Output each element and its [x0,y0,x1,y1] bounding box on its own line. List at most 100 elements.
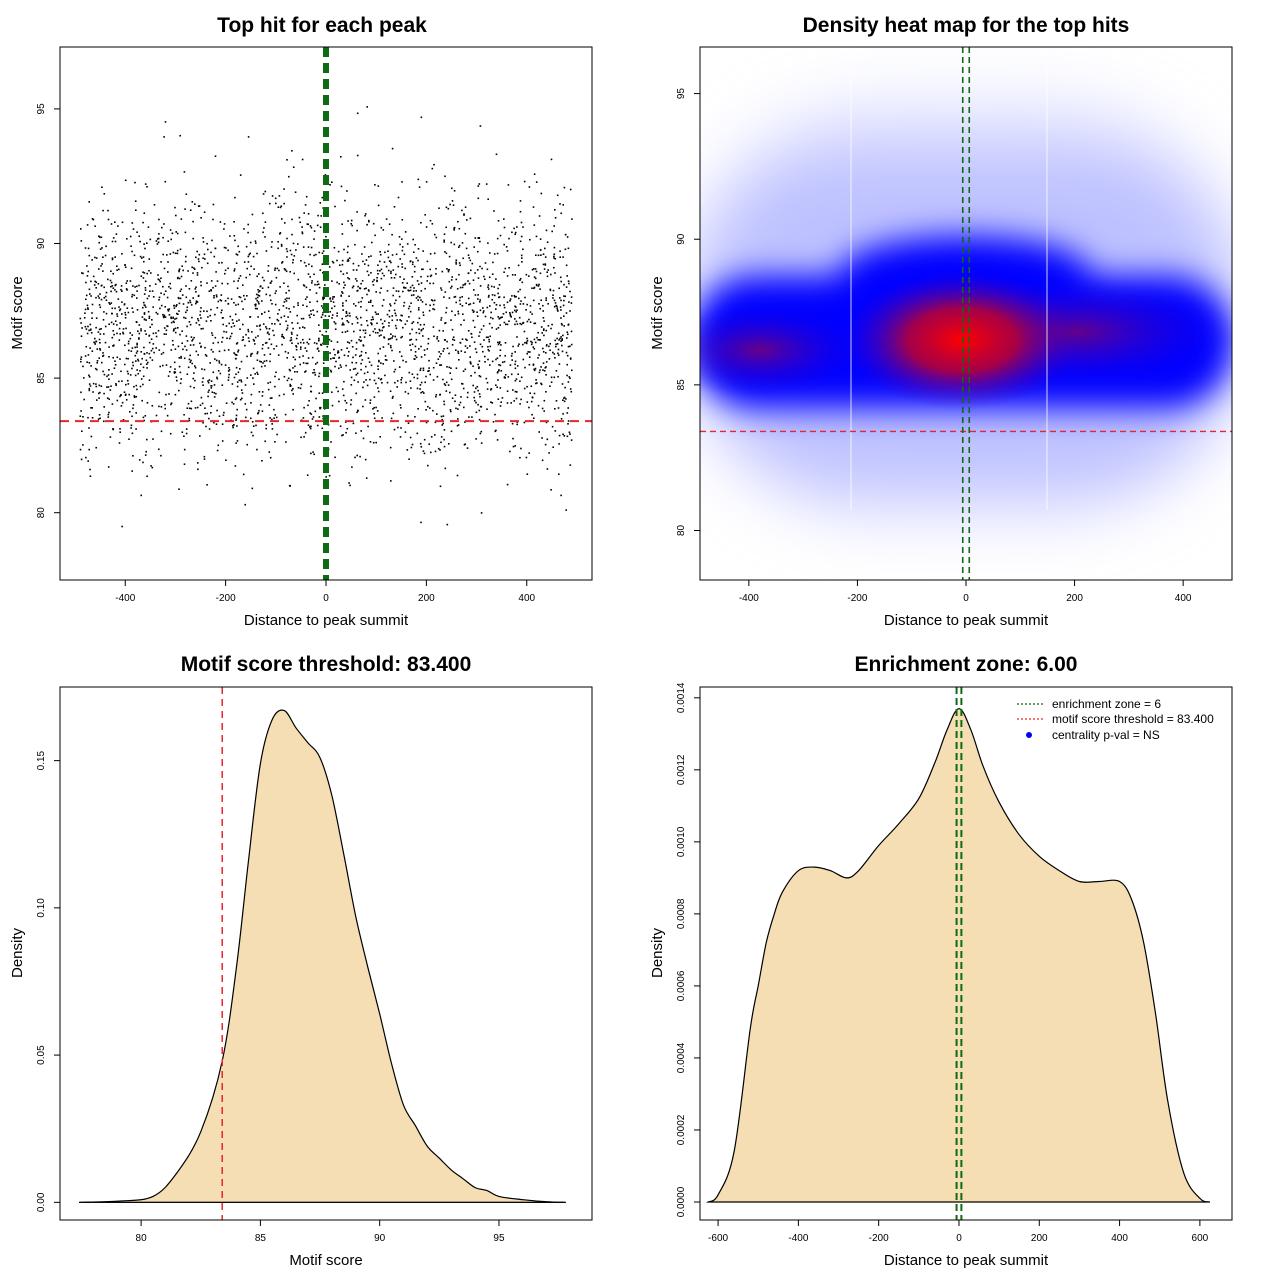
scatter-point [554,217,557,219]
scatter-point [517,345,520,347]
scatter-point [181,431,184,433]
scatter-point [220,363,223,366]
scatter-point [439,355,441,358]
y-tick-label: 85 [676,379,687,391]
scatter-point [478,375,481,377]
scatter-point [353,303,355,305]
scatter-point [187,301,190,304]
scatter-point [331,307,333,310]
scatter-point [174,318,176,320]
scatter-point [322,298,324,301]
scatter-point [467,280,469,282]
scatter-point [558,287,560,290]
scatter-point [213,384,216,386]
scatter-point [334,322,337,325]
scatter-point [372,330,375,333]
scatter-point [279,286,281,288]
scatter-point [377,273,379,275]
scatter-point [172,251,175,254]
scatter-point [434,233,436,236]
scatter-point [343,354,346,357]
scatter-point [537,254,540,257]
scatter-point [380,226,383,229]
scatter-point [235,373,237,375]
scatter-point [357,409,359,412]
scatter-point [300,436,302,439]
scatter-point [424,214,426,216]
scatter-point [514,305,516,308]
scatter-point [401,181,403,183]
scatter-point [512,389,514,391]
scatter-point [461,296,463,298]
scatter-point [416,387,419,390]
scatter-point [401,263,403,265]
scatter-point [133,396,136,399]
scatter-point [214,336,217,339]
scatter-point [225,331,228,333]
scatter-point [165,364,168,366]
scatter-point [412,261,414,263]
scatter-point [144,306,147,308]
scatter-point [207,316,209,318]
scatter-point [101,263,103,265]
scatter-point [498,296,501,298]
scatter-point [390,417,393,420]
scatter-point [484,315,487,318]
scatter-point [190,400,193,403]
scatter-point [418,348,420,350]
scatter-point [118,327,121,330]
scatter-point [461,209,463,212]
scatter-point [178,269,180,272]
scatter-point [395,290,398,292]
scatter-point [298,216,301,219]
scatter-point [473,310,475,313]
scatter-point [167,240,169,242]
scatter-point [339,364,342,366]
scatter-point [242,284,244,286]
scatter-point [137,372,139,375]
scatter-point [511,231,513,234]
scatter-point [129,374,132,376]
scatter-point [539,339,541,341]
scatter-point [377,377,380,380]
scatter-point [544,443,547,446]
scatter-point [80,228,82,230]
scatter-point [543,399,546,402]
scatter-point [352,422,355,425]
scatter-point [302,355,304,357]
scatter-point [158,299,160,301]
scatter-point [564,386,566,389]
scatter-point [122,328,125,330]
scatter-point [330,369,332,372]
scatter-point [261,395,264,397]
scatter-point [499,387,502,389]
scatter-point [196,301,199,303]
scatter-point [374,234,376,237]
scatter-point [528,186,531,188]
scatter-point [369,402,371,404]
scatter-point [131,415,133,418]
scatter-point [335,360,337,363]
scatter-point [200,328,203,330]
scatter-point [102,256,104,258]
scatter-point [522,343,524,346]
scatter-point [404,287,407,289]
scatter-point [207,380,209,382]
scatter-point [488,294,490,297]
scatter-point [456,424,459,427]
scatter-point [253,383,255,385]
scatter-point [355,392,357,395]
scatter-point [303,261,306,264]
scatter-point [200,307,202,309]
scatter-point [497,343,500,346]
scatter-point [484,262,487,264]
scatter-point [235,253,238,255]
scatter-point [107,386,110,388]
scatter-point [397,290,400,293]
scatter-point [444,384,447,386]
scatter-point [526,473,529,475]
scatter-point [258,325,261,327]
scatter-point [490,316,492,319]
scatter-point [350,339,353,342]
scatter-point [331,317,333,319]
